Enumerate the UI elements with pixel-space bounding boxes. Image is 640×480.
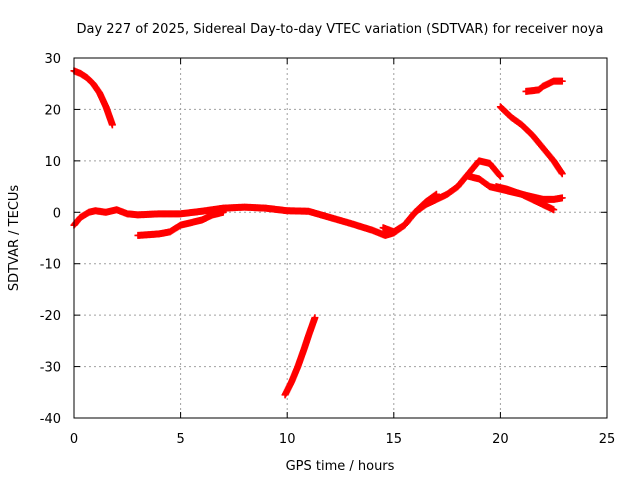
series-track-8 xyxy=(522,77,566,95)
data-point xyxy=(558,194,566,202)
data-point xyxy=(432,190,440,198)
data-point xyxy=(550,206,558,214)
x-tick-label: 10 xyxy=(279,432,296,447)
axis-ticks xyxy=(73,57,608,419)
y-tick-label: -40 xyxy=(40,412,61,427)
y-tick-label: -20 xyxy=(40,309,61,324)
y-tick-label: 10 xyxy=(44,155,61,170)
series-track-1 xyxy=(70,67,116,129)
series-track-3 xyxy=(134,208,227,239)
y-axis-label: SDTVAR / TECUs xyxy=(7,185,22,292)
chart-title: Day 227 of 2025, Sidereal Day-to-day VTE… xyxy=(77,22,604,37)
y-tick-label: 0 xyxy=(53,206,61,221)
data-point xyxy=(558,77,566,85)
series-track-6 xyxy=(492,183,566,203)
y-tick-label: 20 xyxy=(44,103,61,118)
y-tick-label: 30 xyxy=(44,52,61,67)
x-tick-label: 20 xyxy=(492,432,509,447)
series-track-7 xyxy=(496,103,566,178)
data-point xyxy=(558,170,566,178)
series-track-4 xyxy=(379,190,440,236)
data-markers xyxy=(70,67,566,399)
x-tick-label: 15 xyxy=(386,432,403,447)
axis-tick-labels: 0 5 10 15 20 25 -40 -30 -20 -10 0 10 20 30 xyxy=(40,52,616,447)
data-point xyxy=(496,172,504,180)
data-point xyxy=(108,121,116,129)
x-tick-label: 5 xyxy=(176,432,184,447)
plot-frame xyxy=(73,57,608,419)
y-tick-label: -30 xyxy=(40,361,61,376)
data-point xyxy=(311,314,319,322)
series-track-9 xyxy=(281,314,319,399)
x-axis-label: GPS time / hours xyxy=(286,459,395,474)
y-tick-label: -10 xyxy=(40,258,61,273)
grid-lines xyxy=(74,58,607,418)
data-point xyxy=(219,208,227,216)
x-tick-label: 25 xyxy=(599,432,616,447)
x-tick-label: 0 xyxy=(70,432,78,447)
